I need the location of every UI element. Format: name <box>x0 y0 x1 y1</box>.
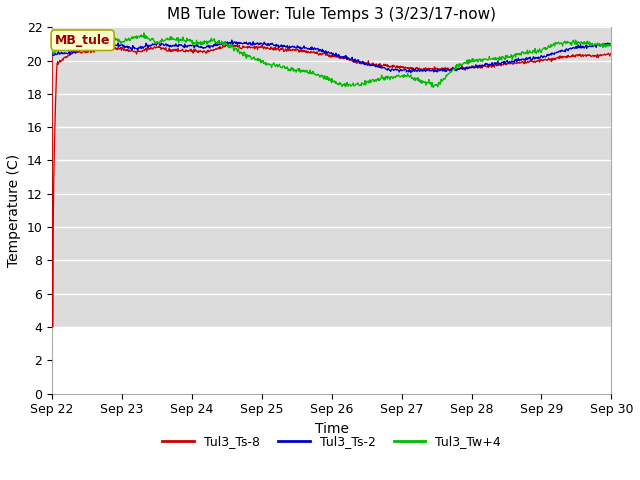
X-axis label: Time: Time <box>315 422 349 436</box>
Y-axis label: Temperature (C): Temperature (C) <box>7 154 21 267</box>
Title: MB Tule Tower: Tule Temps 3 (3/23/17-now): MB Tule Tower: Tule Temps 3 (3/23/17-now… <box>167 7 496 22</box>
Text: MB_tule: MB_tule <box>55 34 110 47</box>
Bar <box>52 327 611 394</box>
Legend: Tul3_Ts-8, Tul3_Ts-2, Tul3_Tw+4: Tul3_Ts-8, Tul3_Ts-2, Tul3_Tw+4 <box>157 430 506 453</box>
